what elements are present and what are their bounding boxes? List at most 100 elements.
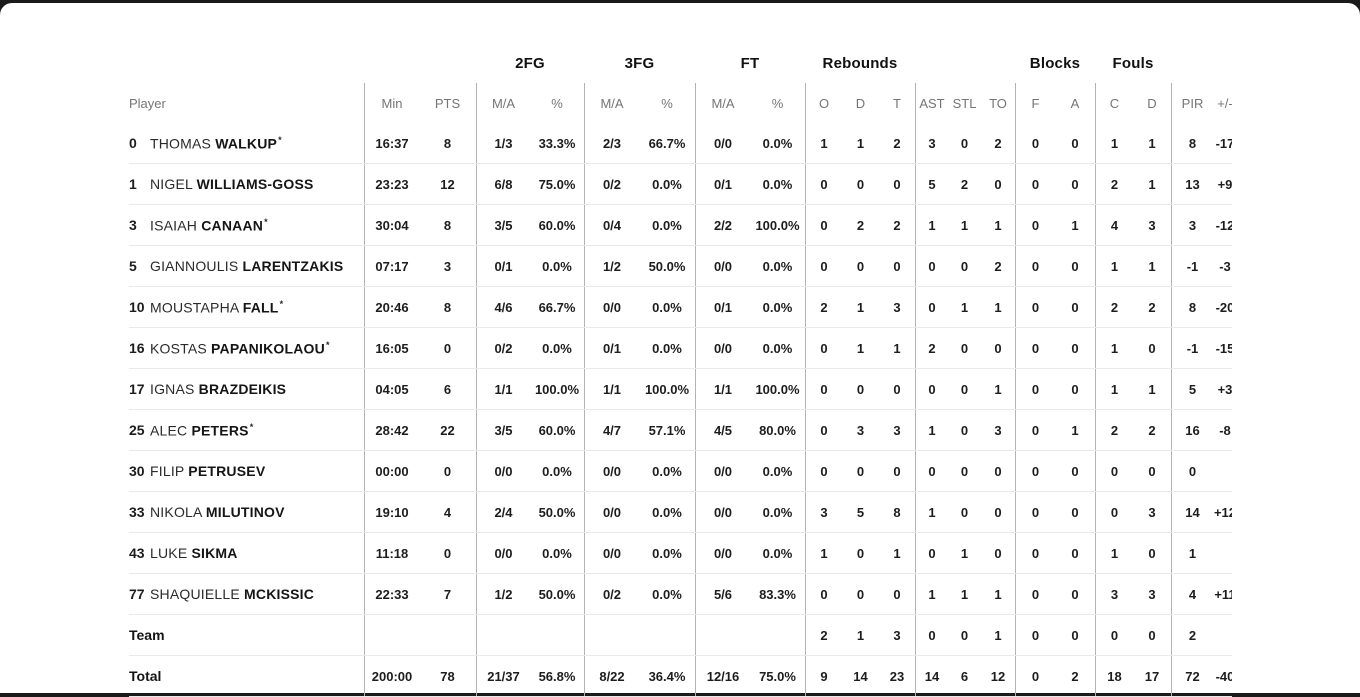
stat-blk-fv: 0 <box>1015 328 1055 368</box>
stat-min <box>364 615 419 655</box>
stat-blk-ag: 0 <box>1071 627 1079 643</box>
stat-reb-d: 0 <box>856 176 865 192</box>
stat-pir: 13 <box>1171 164 1213 204</box>
stat-3fg-ma: 1/2 <box>584 246 639 286</box>
team-row: Team 2 1 3 0 0 1 0 0 0 0 2 <box>129 615 1232 656</box>
stat-pir: 1 <box>1171 533 1213 573</box>
stat-2fg-ma: 1/2 <box>476 574 530 614</box>
player-name-cell: 5 GIANNOULIS LARENTZAKIS <box>129 246 364 286</box>
stat-2fg-ma <box>476 615 530 655</box>
stat-ft-ma: 0/0 <box>695 123 750 163</box>
stat-blk-fv: 0 <box>1015 492 1055 532</box>
stat-to: 1 <box>994 381 1002 397</box>
stat-pir: -1 <box>1171 246 1213 286</box>
starter-indicator: * <box>264 216 268 227</box>
player-name: NIKOLA MILUTINOV <box>150 504 285 520</box>
stat-3fg-ma: 0/2 <box>584 164 639 204</box>
player-name: KOSTAS PAPANIKOLAOU* <box>150 339 330 357</box>
stat-reb-o: 0 <box>805 451 842 491</box>
stat-ft-pct: 0.0% <box>762 135 793 151</box>
col-foul-rv: D <box>1147 95 1157 111</box>
stat-rows: 0 THOMAS WALKUP* 16:37 8 1/3 33.3% 2/3 66.7% 0/0… <box>129 123 1232 697</box>
player-row-milutinov: 33 NIKOLA MILUTINOV 19:10 4 2/4 50.0% 0/0 0.0% 0… <box>129 492 1232 533</box>
stat-to: 12 <box>990 668 1006 684</box>
stat-2fg-ma: 0/2 <box>476 328 530 368</box>
stat-3fg-ma: 4/7 <box>584 410 639 450</box>
stat-column-header-row: Player Min PTS M/A % M/A % M/A % O D T A… <box>129 83 1232 123</box>
stat-foul-cm: 2 <box>1095 410 1133 450</box>
stat-pir: 2 <box>1171 615 1213 655</box>
stat-blk-fv: 0 <box>1015 410 1055 450</box>
stat-foul-cm: 4 <box>1095 205 1133 245</box>
stat-blk-fv: 0 <box>1015 287 1055 327</box>
player-row-peters: 25 ALEC PETERS* 28:42 22 3/5 60.0% 4/7 57.1% 4/5… <box>129 410 1232 451</box>
stat-blk-ag: 0 <box>1071 545 1079 561</box>
stat-ft-pct: 0.0% <box>762 504 793 520</box>
stat-reb-d: 14 <box>853 668 868 684</box>
stat-pts: 0 <box>443 463 452 479</box>
col-3fg-ma: M/A <box>584 83 639 123</box>
stat-ast: 5 <box>915 164 948 204</box>
stat-reb-d: 1 <box>856 135 865 151</box>
stat-plus-minus: +12 <box>1213 504 1232 520</box>
stat-foul-rv: 17 <box>1144 668 1160 684</box>
stats-table-scroll[interactable]: 2FG 3FG FT Rebounds Blocks Fouls Player … <box>129 43 1232 697</box>
stat-3fg-pct: 36.4% <box>648 668 686 684</box>
col-ft-ma: M/A <box>695 83 750 123</box>
group-rebounds: Rebounds <box>822 54 898 72</box>
jersey-number: 30 <box>129 463 145 479</box>
stat-2fg-pct: 50.0% <box>538 504 576 520</box>
stat-foul-cm: 0 <box>1095 492 1133 532</box>
player-name: SHAQUIELLE MCKISSIC <box>150 586 315 602</box>
player-row-fall: 10 MOUSTAPHA FALL* 20:46 8 4/6 66.7% 0/0 0.0% 0/… <box>129 287 1232 328</box>
stat-ft-ma: 12/16 <box>695 656 750 696</box>
stat-3fg-ma <box>584 615 639 655</box>
player-name: NIGEL WILLIAMS-GOSS <box>150 176 314 192</box>
stat-blk-fv: 0 <box>1015 656 1055 696</box>
stat-reb-o: 1 <box>805 123 842 163</box>
stat-pts: 0 <box>443 340 452 356</box>
col-stl: STL <box>952 95 977 111</box>
stat-blk-ag: 1 <box>1071 422 1079 438</box>
group-spacer <box>1171 43 1232 83</box>
group-fouls: Fouls <box>1112 54 1154 72</box>
stat-min: 200:00 <box>364 656 419 696</box>
stat-plus-minus: -8 <box>1219 422 1231 438</box>
stat-to: 1 <box>994 627 1002 643</box>
stat-ft-ma: 4/5 <box>695 410 750 450</box>
stat-ft-ma: 0/0 <box>695 533 750 573</box>
player-name: MOUSTAPHA FALL* <box>150 298 284 316</box>
group-spacer <box>129 43 476 83</box>
group-spacer <box>915 43 1015 83</box>
stat-2fg-pct: 75.0% <box>538 176 576 192</box>
col-to: TO <box>989 95 1007 111</box>
stat-reb-d: 0 <box>856 545 865 561</box>
stat-plus-minus: -3 <box>1219 258 1231 274</box>
player-name-cell: Total <box>129 656 364 696</box>
team-row-label: Team <box>129 627 165 643</box>
stat-blk-fv: 0 <box>1015 574 1055 614</box>
stat-foul-cm: 0 <box>1095 451 1133 491</box>
col-3fg-pct: % <box>661 95 673 111</box>
stat-to: 2 <box>994 258 1002 274</box>
stat-2fg-pct: 33.3% <box>538 135 576 151</box>
stat-reb-t: 3 <box>893 299 901 315</box>
stat-pts: 0 <box>443 545 452 561</box>
stat-2fg-ma: 1/3 <box>476 123 530 163</box>
stat-min: 19:10 <box>364 492 419 532</box>
jersey-number: 43 <box>129 545 145 561</box>
stat-ft-pct: 83.3% <box>759 586 796 602</box>
stat-foul-cm: 0 <box>1095 615 1133 655</box>
jersey-number: 25 <box>129 422 145 438</box>
stat-stl: 1 <box>960 217 969 233</box>
stat-plus-minus: -40 <box>1215 668 1232 684</box>
stat-2fg-pct: 56.8% <box>538 668 576 684</box>
stat-ft-ma: 0/0 <box>695 492 750 532</box>
jersey-number: 3 <box>129 217 137 233</box>
stat-pts: 12 <box>440 176 455 192</box>
stat-to: 0 <box>994 545 1002 561</box>
player-name-cell: 43 LUKE SIKMA <box>129 533 364 573</box>
stat-reb-d: 2 <box>856 217 865 233</box>
stat-2fg-ma: 4/6 <box>476 287 530 327</box>
stat-blk-ag: 0 <box>1071 340 1079 356</box>
